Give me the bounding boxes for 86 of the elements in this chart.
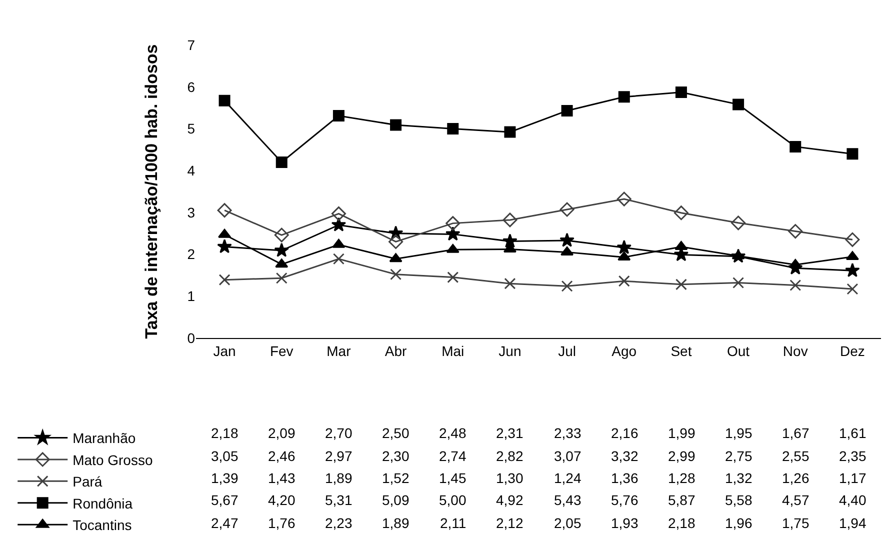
legend-label: Rondônia [72, 495, 133, 512]
x-tick-label: Mar [326, 342, 352, 359]
data-label: 3,32 [611, 448, 638, 464]
data-label: 1,67 [782, 425, 810, 441]
y-tick-label: 6 [187, 78, 196, 95]
data-label: 5,67 [211, 492, 238, 508]
data-label: 2,09 [268, 425, 296, 441]
data-label: 1,30 [496, 470, 524, 486]
data-label: 1,17 [839, 470, 866, 486]
x-tick-label: Ago [612, 342, 637, 359]
data-label: 2,18 [668, 515, 696, 531]
data-label: 4,40 [839, 492, 866, 508]
data-label: 2,55 [782, 448, 810, 464]
data-label: 2,23 [325, 515, 352, 531]
data-label: 2,11 [440, 515, 466, 531]
data-label: 2,70 [325, 425, 352, 441]
data-label: 2,18 [211, 425, 238, 441]
y-tick-label: 1 [187, 288, 196, 304]
data-label: 5,43 [554, 492, 582, 508]
data-label: 1,96 [725, 515, 752, 531]
data-label: 5,09 [382, 492, 410, 508]
legend-label: Pará [72, 474, 102, 490]
y-tick-label: 7 [187, 36, 196, 53]
data-label: 1,89 [382, 515, 410, 531]
data-label: 3,05 [211, 448, 238, 464]
data-label: 2,82 [496, 448, 524, 464]
data-label: 1,76 [268, 515, 296, 531]
data-label: 1,75 [782, 515, 810, 531]
x-tick-label: Abr [384, 342, 408, 359]
data-label: 2,46 [268, 448, 296, 464]
y-tick-label: 3 [187, 204, 196, 220]
data-label: 2,48 [439, 425, 466, 441]
legend-label: Maranhão [72, 430, 136, 446]
data-label: 1,43 [268, 470, 296, 486]
data-label: 2,74 [439, 448, 466, 464]
y-axis-title: Taxa de internação/1000 hab. idosos [142, 44, 161, 339]
data-label: 2,35 [839, 448, 866, 464]
data-label: 5,87 [668, 492, 696, 508]
x-tick-label: Mai [442, 342, 464, 359]
data-label: 4,20 [268, 492, 296, 508]
x-tick-label: Jan [213, 342, 236, 359]
data-label: 2,33 [554, 425, 582, 441]
data-label: 2,31 [496, 425, 524, 441]
data-label: 1,52 [382, 470, 410, 486]
data-label: 4,92 [496, 492, 524, 508]
data-label: 2,12 [496, 515, 524, 531]
data-label: 1,95 [725, 425, 752, 441]
legend-label: Tocantins [72, 517, 132, 534]
data-label: 2,50 [382, 425, 410, 441]
data-label: 1,89 [325, 470, 352, 486]
y-tick-label: 0 [187, 330, 196, 346]
data-label: 1,39 [211, 470, 238, 486]
data-label: 4,57 [782, 492, 810, 508]
data-label: 1,36 [611, 470, 638, 486]
data-label: 2,75 [725, 448, 752, 464]
data-label: 1,28 [668, 470, 696, 486]
data-label: 1,26 [782, 470, 810, 486]
x-tick-label: Out [727, 342, 750, 359]
legend-label: Mato Grosso [72, 452, 153, 468]
data-label: 1,32 [725, 470, 752, 486]
data-label: 1,99 [668, 425, 696, 441]
data-label: 2,16 [611, 425, 638, 441]
data-label: 5,58 [725, 492, 752, 508]
x-tick-label: Jun [498, 342, 522, 359]
data-label: 1,93 [611, 515, 638, 531]
data-label: 1,45 [439, 470, 466, 486]
data-label: 3,07 [554, 448, 582, 464]
data-label: 1,61 [839, 425, 866, 441]
data-label: 2,30 [382, 448, 410, 464]
x-tick-label: Dez [840, 342, 865, 359]
data-label: 1,94 [839, 515, 866, 531]
x-tick-label: Jul [558, 342, 576, 359]
x-tick-label: Set [670, 342, 692, 359]
y-tick-label: 5 [187, 120, 196, 137]
data-label: 2,97 [325, 448, 352, 464]
data-label: 5,31 [325, 492, 352, 508]
data-label: 2,99 [668, 448, 696, 464]
data-label: 2,47 [211, 515, 238, 531]
y-tick-label: 4 [187, 162, 196, 178]
y-tick-label: 2 [187, 246, 196, 262]
data-label: 5,76 [611, 492, 638, 508]
data-label: 1,24 [554, 470, 582, 486]
x-tick-label: Nov [782, 342, 808, 359]
data-label: 2,05 [554, 515, 582, 531]
data-label: 5,00 [439, 492, 466, 508]
x-tick-label: Fev [270, 342, 294, 359]
